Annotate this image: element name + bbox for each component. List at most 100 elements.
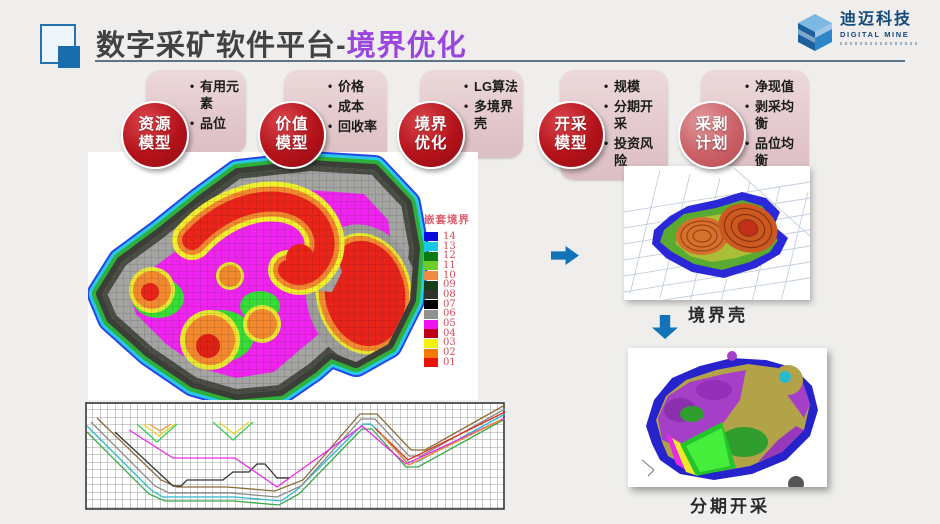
legend-row: 06 xyxy=(424,308,478,320)
legend-row: 01 xyxy=(424,356,478,368)
legend-swatch xyxy=(424,300,438,310)
legend-swatch xyxy=(424,251,438,261)
legend-row: 04 xyxy=(424,327,478,339)
pit-cross-section-panel xyxy=(85,402,506,510)
legend-swatch xyxy=(424,290,438,300)
flow-badge-resource-model: 资源 模型 xyxy=(121,101,189,169)
legend-swatch xyxy=(424,338,438,348)
legend-label: 03 xyxy=(443,337,456,349)
badge-label: 计划 xyxy=(695,135,729,152)
legend-label: 04 xyxy=(443,327,456,339)
pit-optimization-map-panel: 嵌套境界 14 13 12 11 10 09 08 07 06 05 04 03… xyxy=(87,151,478,409)
page-title-main: 数字采矿软件平台- xyxy=(96,30,347,62)
list-item: 品位 xyxy=(190,116,242,133)
legend-swatch xyxy=(424,329,438,339)
flow-badge-mining-model: 开采 模型 xyxy=(537,101,605,169)
badge-label: 模型 xyxy=(138,135,172,152)
legend-label: 13 xyxy=(443,240,456,252)
legend-swatch xyxy=(424,242,438,252)
legend-row: 08 xyxy=(424,288,478,300)
legend-row: 13 xyxy=(424,240,478,252)
badge-label: 模型 xyxy=(554,135,588,152)
flow-card-items: 价格 成本 回收率 xyxy=(284,70,387,147)
legend-swatch xyxy=(424,348,438,358)
page-title-accent: 境界优化 xyxy=(346,30,467,62)
nested-pits-map-image xyxy=(87,151,429,409)
list-item: 有用元素 xyxy=(190,79,242,113)
header-divider xyxy=(95,60,905,62)
company-logo: 迪迈科技 DIGITAL MINE xyxy=(796,12,926,60)
phased-mining-panel xyxy=(628,348,827,492)
logo-tagline xyxy=(840,41,918,45)
legend-row: 05 xyxy=(424,319,478,329)
legend-label: 12 xyxy=(443,250,456,262)
list-item: 品位均衡 xyxy=(745,136,805,170)
legend-swatch xyxy=(424,232,438,242)
flow-card-items: LG算法 多境界壳 xyxy=(420,70,523,144)
legend-row: 11 xyxy=(424,259,478,271)
badge-label: 模型 xyxy=(275,135,309,152)
pit-cross-section-image xyxy=(85,402,506,510)
list-item: 分期开采 xyxy=(604,99,664,133)
logo-cube-icon xyxy=(798,14,832,51)
arrow-right-icon xyxy=(551,246,579,265)
list-item: 回收率 xyxy=(328,119,383,136)
legend-swatch xyxy=(424,271,438,281)
badge-label: 采剥 xyxy=(695,116,729,134)
arrow-down-icon xyxy=(652,315,678,339)
flow-badge-value-model: 价值 模型 xyxy=(258,101,326,169)
flow-badge-strip-plan: 采剥 计划 xyxy=(678,101,746,169)
phased-mining-label: 分期开采 xyxy=(690,497,770,516)
deco-square-filled-icon xyxy=(58,46,80,68)
badge-label: 开采 xyxy=(554,116,588,134)
flow-badge-pit-optimization: 境界 优化 xyxy=(397,101,465,169)
legend-row: 03 xyxy=(424,337,478,349)
legend-swatch xyxy=(424,280,438,290)
list-item: LG算法 xyxy=(464,79,519,96)
pit-shell-panel xyxy=(623,166,811,315)
legend-row: 09 xyxy=(424,280,478,290)
legend-label: 09 xyxy=(443,279,456,291)
list-item: 投资风险 xyxy=(604,136,664,170)
badge-label: 优化 xyxy=(414,135,448,152)
logo-name-cn: 迪迈科技 xyxy=(840,11,913,28)
map-legend: 嵌套境界 14 13 12 11 10 09 08 07 06 05 04 03… xyxy=(424,212,478,368)
legend-swatch xyxy=(424,261,438,271)
legend-label: 11 xyxy=(443,259,456,271)
badge-label: 境界 xyxy=(414,116,448,134)
legend-swatch xyxy=(424,358,438,368)
logo-name-en: DIGITAL MINE xyxy=(840,30,910,39)
legend-row: 07 xyxy=(424,298,478,310)
legend-label: 08 xyxy=(443,288,456,300)
list-item: 成本 xyxy=(328,99,383,116)
legend-swatch xyxy=(424,319,438,329)
badge-label: 价值 xyxy=(275,116,309,134)
legend-label: 06 xyxy=(443,308,456,320)
list-item: 剥采均衡 xyxy=(745,99,805,133)
pit-shell-label: 境界壳 xyxy=(688,306,748,325)
flow-card-items: 净现值 剥采均衡 品位均衡 xyxy=(701,70,809,180)
phased-mining-3d-image xyxy=(641,351,818,492)
flow-card-items: 规模 分期开采 投资风险 xyxy=(560,70,668,180)
legend-row: 14 xyxy=(424,230,478,242)
legend-label: 07 xyxy=(443,298,456,310)
legend-label: 10 xyxy=(443,269,456,281)
legend-row: 02 xyxy=(424,348,478,358)
list-item: 净现值 xyxy=(745,79,805,96)
list-item: 规模 xyxy=(604,79,664,96)
legend-row: 10 xyxy=(424,269,478,281)
badge-label: 资源 xyxy=(138,116,172,134)
pit-shell-3d-image xyxy=(623,167,811,315)
legend-label: 01 xyxy=(443,356,456,368)
legend-title: 嵌套境界 xyxy=(424,214,470,226)
legend-row: 12 xyxy=(424,251,478,261)
legend-label: 14 xyxy=(443,230,456,242)
legend-swatch xyxy=(424,309,438,319)
legend-label: 02 xyxy=(443,347,456,359)
flow-card-items: 有用元素 品位 xyxy=(146,70,246,144)
list-item: 价格 xyxy=(328,79,383,96)
page-title: 数字采矿软件平台-境界优化 xyxy=(96,22,467,64)
legend-label: 05 xyxy=(443,318,456,330)
list-item: 多境界壳 xyxy=(464,99,519,133)
